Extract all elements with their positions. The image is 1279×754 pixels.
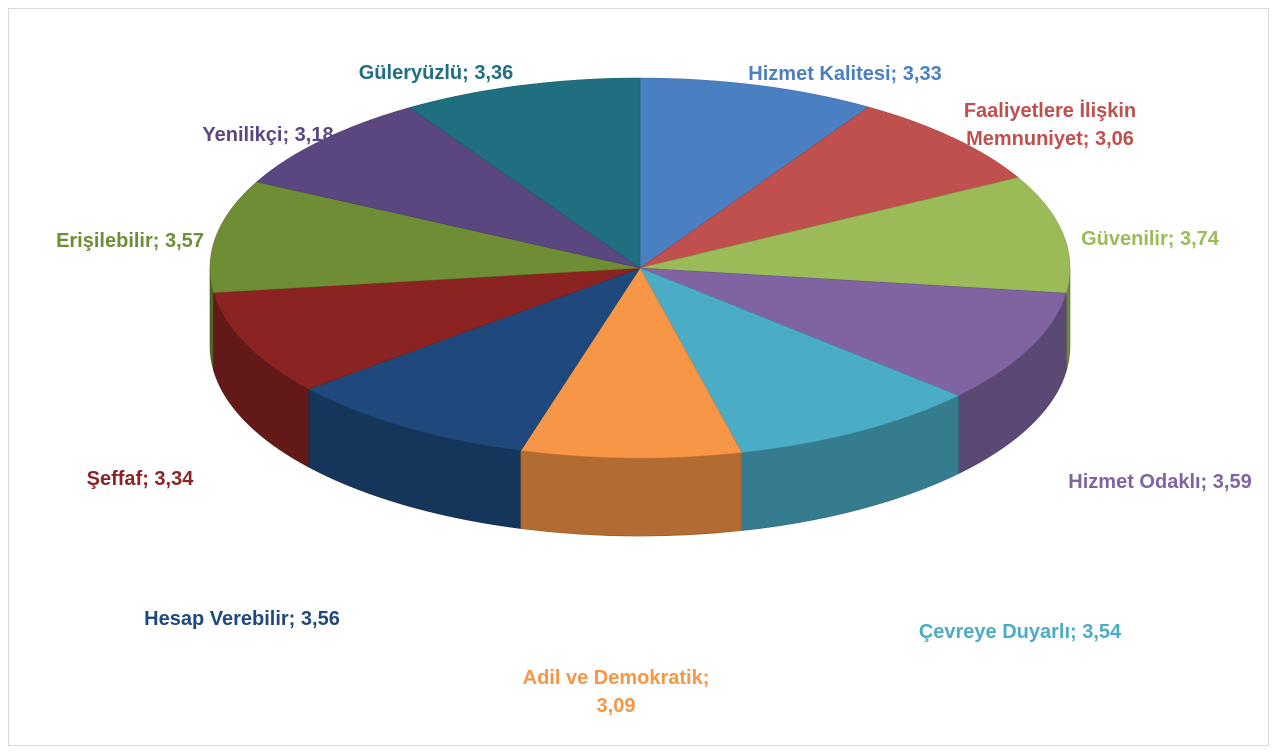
data-label-3: Hizmet Odaklı; 3,59 — [1068, 471, 1251, 493]
pie-slice-3 — [639, 267, 1067, 396]
data-label-6: Hesap Verebilir; 3,56 — [144, 608, 340, 630]
pie-slice-2 — [639, 177, 1071, 294]
data-label-1: Faaliyetlere İlişkin Memnuniyet; 3,06 — [964, 99, 1136, 150]
pie-data-labels: Hizmet Kalitesi; 3,33 Faaliyetlere İlişki… — [56, 62, 1252, 717]
data-label-5: Adil ve Demokratik; 3,09 — [523, 667, 710, 717]
pie-slice-8 — [209, 181, 641, 293]
pie-slice-4 — [639, 267, 960, 453]
data-label-8: Erişilebilir; 3,57 — [56, 230, 204, 252]
data-label-4: Çevreye Duyarlı; 3,54 — [919, 621, 1122, 643]
pie-slice-9 — [256, 107, 641, 269]
data-label-10: Güleryüzlü; 3,36 — [359, 62, 514, 84]
pie-slice-1 — [639, 106, 1019, 269]
pie-slice-7 — [213, 267, 641, 390]
data-label-2: Güvenilir; 3,74 — [1081, 228, 1220, 250]
data-label-7: Şeffaf; 3,34 — [87, 468, 195, 490]
pie-top-slices — [209, 77, 1071, 459]
pie-slice-0 — [639, 77, 870, 269]
pie-slice-10 — [409, 77, 641, 269]
data-label-9: Yenilikçi; 3,18 — [202, 124, 333, 146]
pie-slice-5 — [520, 267, 743, 459]
data-label-0: Hizmet Kalitesi; 3,33 — [748, 63, 941, 85]
pie-side-5 — [520, 450, 743, 537]
pie-slice-6 — [307, 267, 641, 451]
